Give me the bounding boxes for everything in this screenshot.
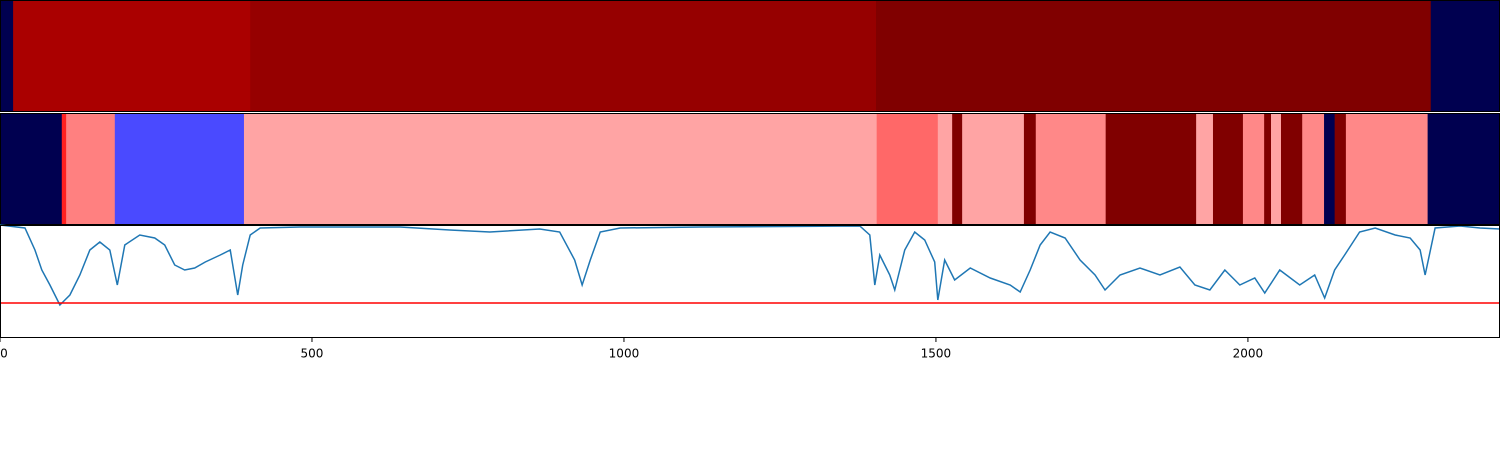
band [1271, 113, 1282, 225]
band [243, 113, 878, 225]
band [0, 113, 63, 225]
band [61, 113, 67, 225]
x-tick-label: 0 [0, 347, 8, 361]
band [952, 113, 963, 225]
band [1023, 113, 1037, 225]
band [876, 0, 1432, 112]
band [962, 113, 1025, 225]
band [1196, 113, 1214, 225]
band [876, 113, 939, 225]
band [0, 0, 14, 112]
data-line [0, 224, 1500, 307]
band [1280, 113, 1303, 225]
band [250, 0, 877, 112]
x-tick-label: 1000 [609, 347, 640, 361]
band [1105, 113, 1197, 225]
band [1324, 113, 1336, 225]
band [1427, 113, 1500, 225]
band [1212, 113, 1244, 225]
panel-frame [0, 225, 1500, 338]
band [66, 113, 116, 225]
band [1264, 113, 1272, 225]
x-tick-label: 2000 [1233, 347, 1264, 361]
band [1345, 113, 1429, 225]
band [114, 113, 245, 225]
band [1334, 113, 1347, 225]
band [13, 0, 251, 112]
x-tick-label: 500 [301, 347, 324, 361]
band [937, 113, 953, 225]
x-tick-label: 1500 [921, 347, 952, 361]
band [1035, 113, 1107, 225]
band [1242, 113, 1265, 225]
band [1302, 113, 1325, 225]
band [1430, 0, 1500, 112]
